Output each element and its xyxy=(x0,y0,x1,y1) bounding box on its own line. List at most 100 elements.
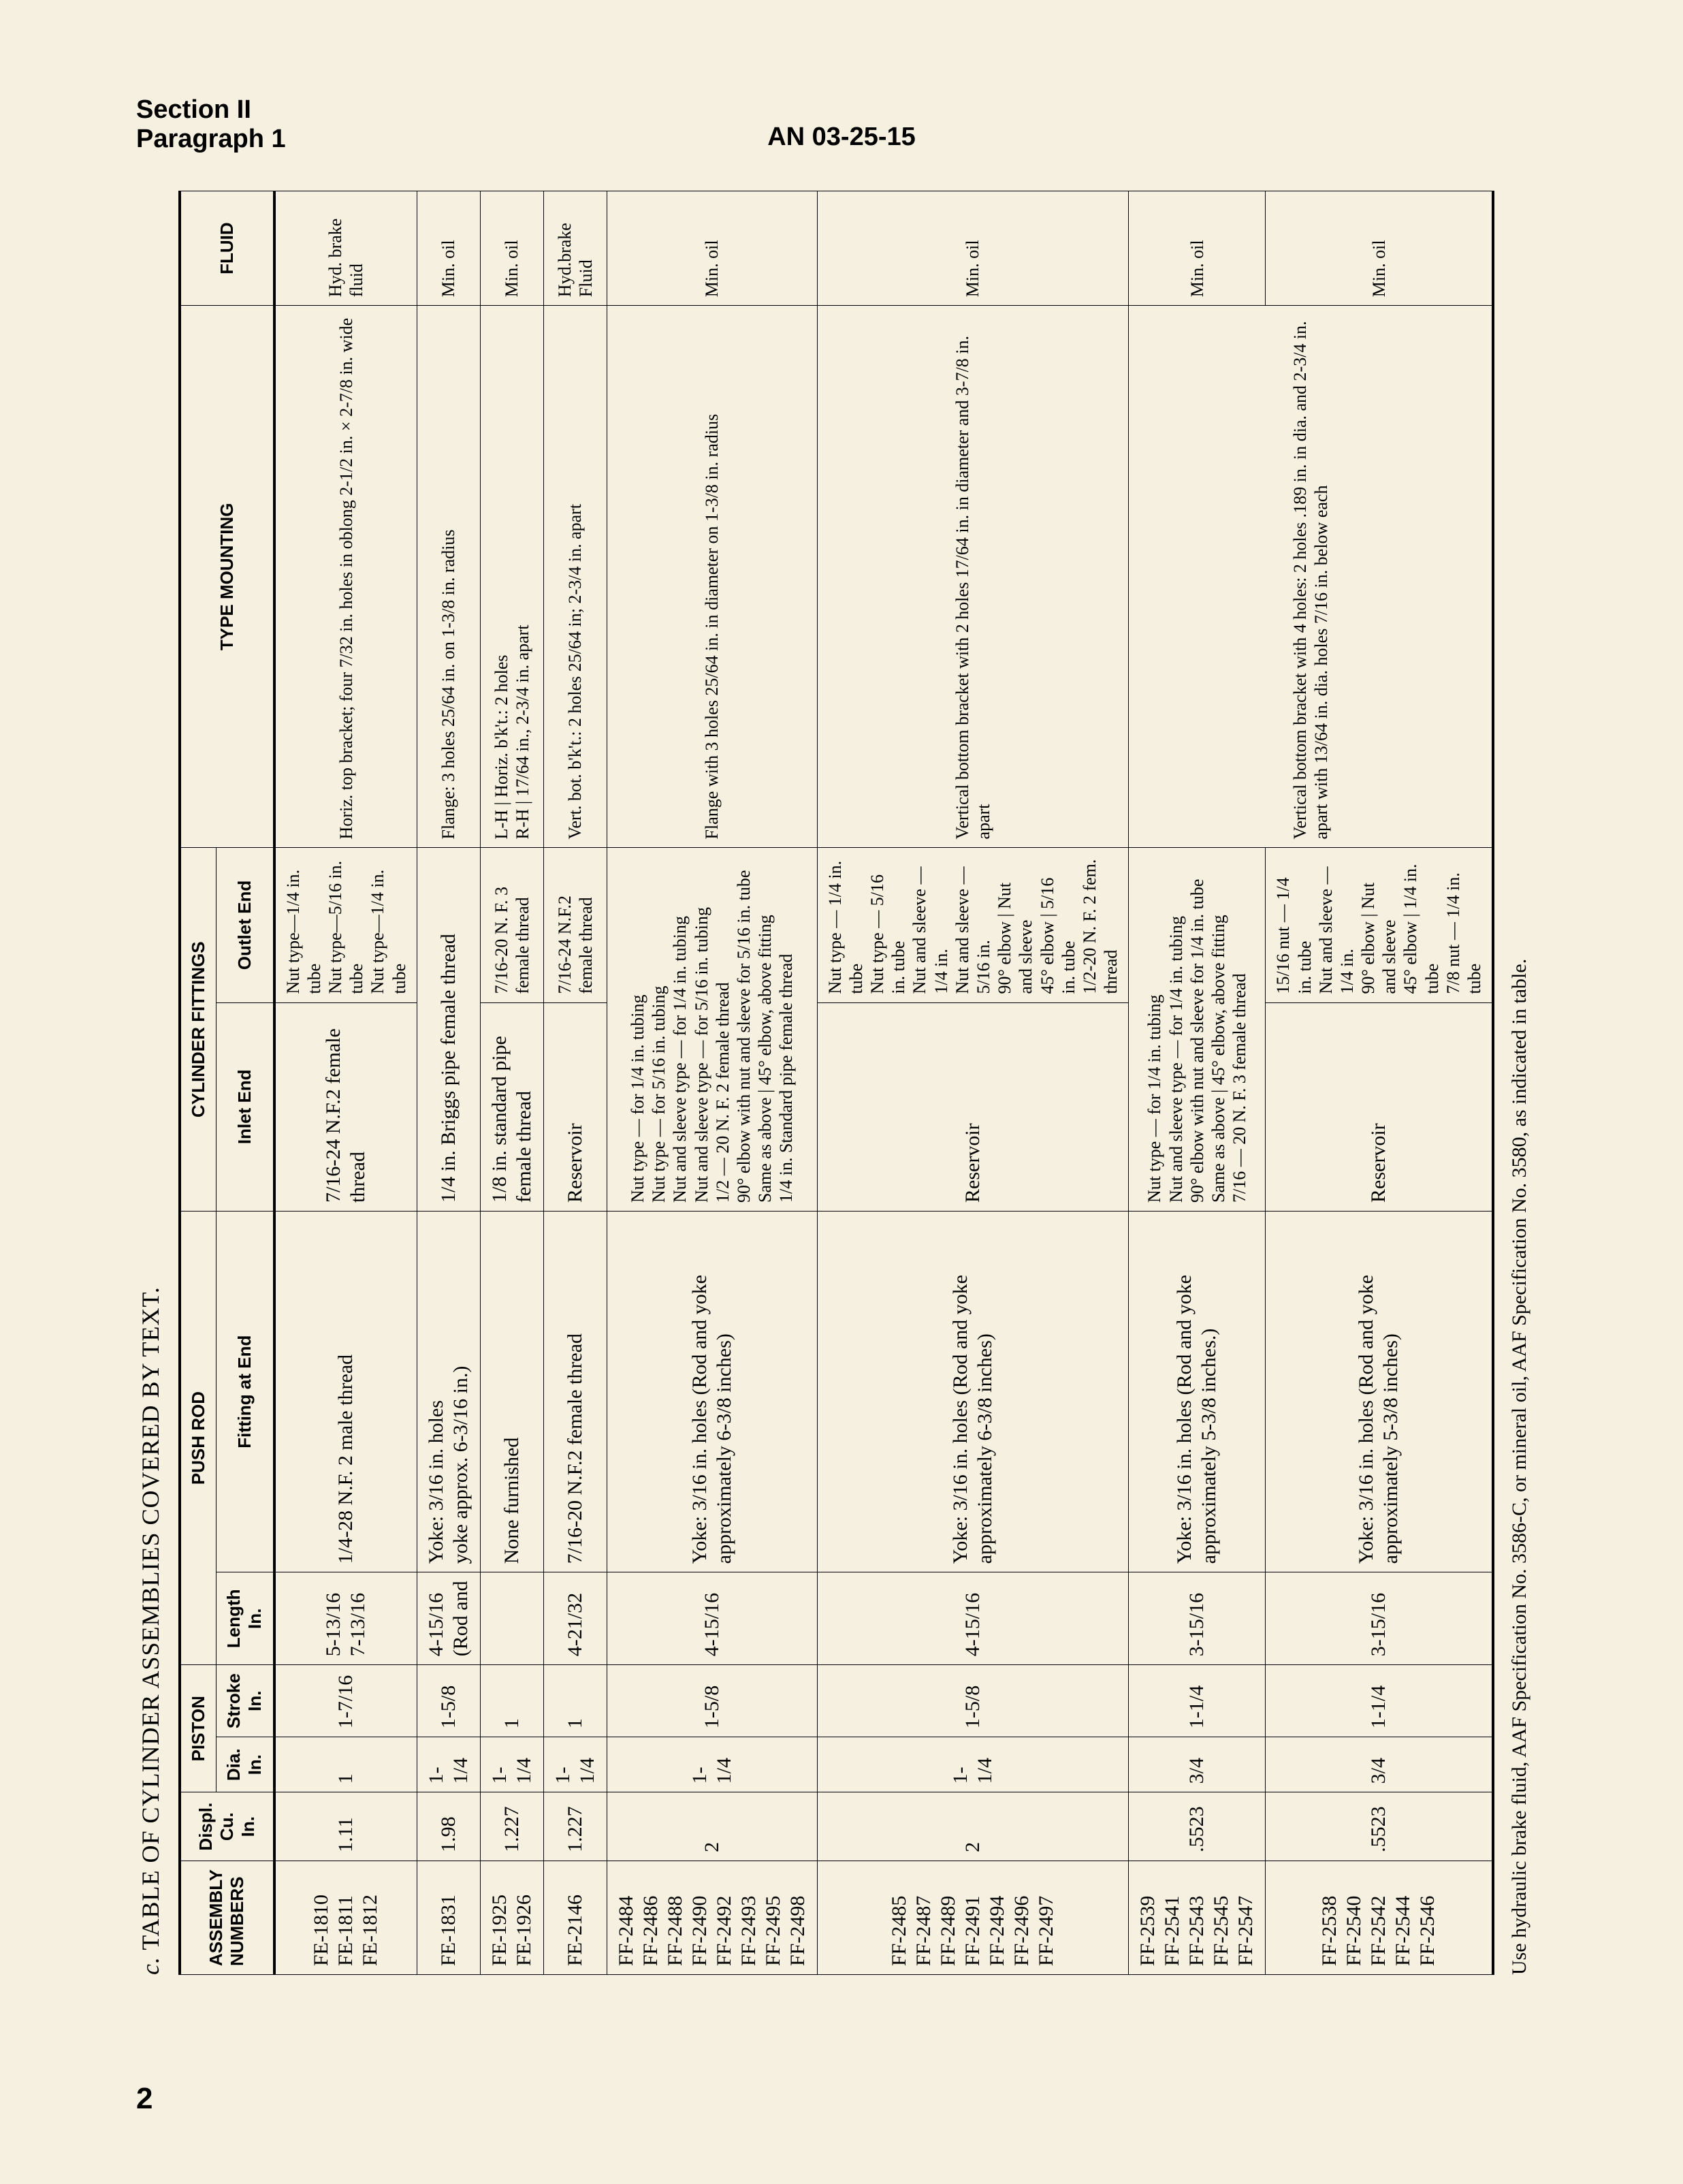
cell-dia: 1-1/4 xyxy=(417,1737,480,1792)
table-row: FF-2539FF-2541FF-2543FF-2545FF-2547.5523… xyxy=(1129,191,1266,1975)
cell-fluid: Min. oil xyxy=(1129,191,1266,306)
cell-stroke: 1-5/8 xyxy=(607,1665,817,1737)
cell-fluid: Hyd.brake Fluid xyxy=(543,191,607,306)
table-row: FF-2484FF-2486FF-2488FF-2490FF-2492FF-24… xyxy=(607,191,817,1975)
cell-inlet: Reservoir xyxy=(1266,1002,1493,1211)
cell-assembly: FE-1925FE-1926 xyxy=(480,1861,543,1974)
table-title: c. TABLE OF CYLINDER ASSEMBLIES COVERED … xyxy=(136,191,165,1975)
col-dia: Dia.In. xyxy=(217,1737,274,1792)
cell-inlet: Reservoir xyxy=(543,1002,607,1211)
cell-fluid: Hyd. brake fluid xyxy=(274,191,417,306)
col-length: LengthIn. xyxy=(217,1572,274,1665)
cell-fluid: Min. oil xyxy=(817,191,1129,306)
cell-fitting-end: 1/4-28 N.F. 2 male thread xyxy=(274,1211,417,1572)
cell-dia: 3/4 xyxy=(1266,1737,1493,1792)
table-footnote: Use hydraulic brake fluid, AAF Specifica… xyxy=(1508,191,1531,1975)
cell-length: 3-15/16 xyxy=(1129,1572,1266,1665)
col-mount: TYPE MOUNTING xyxy=(180,306,274,848)
cell-assembly: FF-2484FF-2486FF-2488FF-2490FF-2492FF-24… xyxy=(607,1861,817,1974)
cell-assembly: FF-2538FF-2540FF-2542FF-2544FF-2546 xyxy=(1266,1861,1493,1974)
landscape-content: c. TABLE OF CYLINDER ASSEMBLIES COVERED … xyxy=(136,191,1531,1975)
cell-stroke: 1-5/8 xyxy=(417,1665,480,1737)
col-assembly: ASSEMBLYNUMBERS xyxy=(180,1861,274,1974)
table-row: FE-18311.981-1/41-5/84-15/16(Rod andYoke… xyxy=(417,191,480,1975)
table-row: FE-1810FE-1811FE-18121.1111-7/165-13/167… xyxy=(274,191,417,1975)
cell-length: 3-15/16 xyxy=(1266,1572,1493,1665)
cell-assembly: FE-2146 xyxy=(543,1861,607,1974)
col-fitting-end: Fitting at End xyxy=(217,1211,274,1572)
cell-outlet: Nut type — 1/4 in. tubeNut type — 5/16 i… xyxy=(817,848,1129,1002)
cell-displ: .5523 xyxy=(1129,1792,1266,1861)
cell-inlet: 1/4 in. Briggs pipe female thread xyxy=(417,848,480,1212)
cell-length: 4-21/32 xyxy=(543,1572,607,1665)
cell-fitting-end: Yoke: 3/16 in. holes (Rod and yoke appro… xyxy=(607,1211,817,1572)
cell-displ: 1.98 xyxy=(417,1792,480,1861)
cell-length xyxy=(480,1572,543,1665)
cell-outlet: 7/16-24 N.F.2 female thread xyxy=(543,848,607,1002)
cell-stroke: 1 xyxy=(543,1665,607,1737)
cell-displ: 1.227 xyxy=(543,1792,607,1861)
title-prefix: c. xyxy=(137,1957,164,1975)
cell-mount: Vertical bottom bracket with 2 holes 17/… xyxy=(817,306,1129,848)
page-number: 2 xyxy=(136,2082,153,2116)
cell-fitting-end: 7/16-20 N.F.2 female thread xyxy=(543,1211,607,1572)
cell-mount: Flange: 3 holes 25/64 in. on 1-3/8 in. r… xyxy=(417,306,480,848)
cell-displ: 1.11 xyxy=(274,1792,417,1861)
cylinder-assemblies-table: ASSEMBLYNUMBERS Displ.Cu. In. PISTON PUS… xyxy=(178,191,1494,1975)
table-body: FE-1810FE-1811FE-18121.1111-7/165-13/167… xyxy=(274,191,1494,1975)
col-piston-group: PISTON xyxy=(180,1665,217,1792)
cell-fluid: Min. oil xyxy=(1266,191,1493,306)
cell-length: 4-15/16(Rod and xyxy=(417,1572,480,1665)
cell-assembly: FE-1831 xyxy=(417,1861,480,1974)
header-section: Section II Paragraph 1 xyxy=(136,95,286,154)
cell-mount: L-H | Horiz. b'k't.: 2 holesR-H | 17/64 … xyxy=(480,306,543,848)
cell-stroke: 1-5/8 xyxy=(817,1665,1129,1737)
cell-dia: 1-1/4 xyxy=(607,1737,817,1792)
cell-mount: Vert. bot. b'k't.: 2 holes 25/64 in; 2-3… xyxy=(543,306,607,848)
col-fluid: FLUID xyxy=(180,191,274,306)
table-row: FE-21461.2271-1/414-21/327/16-20 N.F.2 f… xyxy=(543,191,607,1975)
cell-assembly: FF-2485FF-2487FF-2489FF-2491FF-2494FF-24… xyxy=(817,1861,1129,1974)
col-pushrod-group: PUSH ROD xyxy=(180,1211,217,1664)
col-outlet: Outlet End xyxy=(217,848,274,1002)
cell-dia: 3/4 xyxy=(1129,1737,1266,1792)
cell-length: 4-15/16 xyxy=(607,1572,817,1665)
col-stroke: StrokeIn. xyxy=(217,1665,274,1737)
cell-dia: 1-1/4 xyxy=(817,1737,1129,1792)
table-row: FE-1925FE-19261.2271-1/41None furnished1… xyxy=(480,191,543,1975)
cell-length: 5-13/167-13/16 xyxy=(274,1572,417,1665)
cell-fluid: Min. oil xyxy=(607,191,817,306)
col-inlet: Inlet End xyxy=(217,1002,274,1211)
cell-fluid: Min. oil xyxy=(417,191,480,306)
cell-outlet: 15/16 nut — 1/4 in. tubeNut and sleeve —… xyxy=(1266,848,1493,1002)
cell-fitting-end: Yoke: 3/16 in. holes (Rod and yoke appro… xyxy=(817,1211,1129,1572)
title-text: TABLE OF CYLINDER ASSEMBLIES COVERED BY … xyxy=(137,1286,164,1950)
cell-stroke: 1 xyxy=(480,1665,543,1737)
cell-displ: 1.227 xyxy=(480,1792,543,1861)
table-row: FF-2485FF-2487FF-2489FF-2491FF-2494FF-24… xyxy=(817,191,1129,1975)
cell-stroke: 1-1/4 xyxy=(1266,1665,1493,1737)
section-label: Section II xyxy=(136,95,286,125)
cell-outlet: 7/16-20 N. F. 3 female thread xyxy=(480,848,543,1002)
cell-stroke: 1-1/4 xyxy=(1129,1665,1266,1737)
cell-mount: Flange with 3 holes 25/64 in. in diamete… xyxy=(607,306,817,848)
cell-displ: 2 xyxy=(817,1792,1129,1861)
cell-outlet: Nut type—1/4 in. tubeNut type—5/16 in. t… xyxy=(274,848,417,1002)
col-displ: Displ.Cu. In. xyxy=(180,1792,274,1861)
cell-inlet-outlet-combined: Nut type — for 1/4 in. tubingNut type — … xyxy=(607,848,817,1212)
cell-inlet: 1/8 in. standard pipe female thread xyxy=(480,1002,543,1211)
cell-dia: 1 xyxy=(274,1737,417,1792)
cell-inlet: 7/16-24 N.F.2 female thread xyxy=(274,1002,417,1211)
cell-fitting-end: None furnished xyxy=(480,1211,543,1572)
cell-displ: 2 xyxy=(607,1792,817,1861)
cell-displ: .5523 xyxy=(1266,1792,1493,1861)
cell-fitting-end: Yoke: 3/16 in. holesyoke approx. 6-3/16 … xyxy=(417,1211,480,1572)
doc-number: AN 03-25-15 xyxy=(767,123,916,152)
cell-dia: 1-1/4 xyxy=(543,1737,607,1792)
cell-fluid: Min. oil xyxy=(480,191,543,306)
cell-stroke: 1-7/16 xyxy=(274,1665,417,1737)
cell-assembly: FF-2539FF-2541FF-2543FF-2545FF-2547 xyxy=(1129,1861,1266,1974)
cell-inlet-outlet-combined: Nut type — for 1/4 in. tubingNut and sle… xyxy=(1129,848,1266,1212)
paragraph-label: Paragraph 1 xyxy=(136,125,286,154)
cell-mount: Vertical bottom bracket with 4 holes: 2 … xyxy=(1129,306,1493,848)
